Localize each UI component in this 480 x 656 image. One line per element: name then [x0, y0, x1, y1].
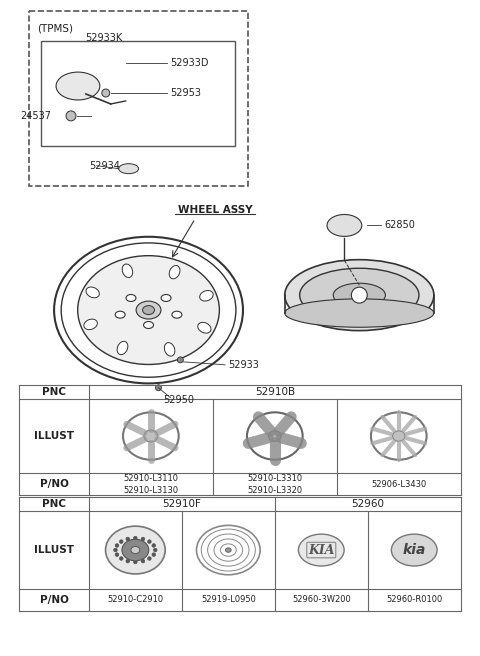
Circle shape	[115, 544, 119, 547]
Text: 52906-L3430: 52906-L3430	[371, 480, 426, 489]
Text: 52910-L3110
52910-L3130: 52910-L3110 52910-L3130	[123, 474, 179, 495]
Circle shape	[102, 89, 110, 97]
Circle shape	[141, 560, 145, 563]
Circle shape	[120, 557, 123, 560]
Circle shape	[351, 287, 367, 303]
Ellipse shape	[144, 321, 154, 329]
Circle shape	[148, 540, 151, 543]
Ellipse shape	[300, 268, 419, 322]
Ellipse shape	[126, 295, 136, 302]
Ellipse shape	[56, 72, 100, 100]
Text: PNC: PNC	[42, 499, 66, 509]
Circle shape	[114, 548, 117, 552]
Circle shape	[66, 111, 76, 121]
Circle shape	[154, 548, 157, 552]
Text: 24537: 24537	[20, 111, 51, 121]
Ellipse shape	[117, 341, 128, 355]
Ellipse shape	[106, 526, 165, 574]
Ellipse shape	[393, 431, 405, 441]
Text: 52960-3W200: 52960-3W200	[292, 596, 351, 604]
Circle shape	[115, 553, 119, 556]
Text: P/NO: P/NO	[40, 595, 69, 605]
Text: 52910-C2910: 52910-C2910	[108, 596, 163, 604]
Ellipse shape	[285, 299, 434, 327]
Text: 52910B: 52910B	[255, 387, 295, 397]
Ellipse shape	[115, 311, 125, 318]
Ellipse shape	[136, 301, 161, 319]
Text: KIA: KIA	[308, 544, 335, 556]
Ellipse shape	[119, 164, 139, 174]
Text: 52919-L0950: 52919-L0950	[201, 596, 256, 604]
Text: 52934: 52934	[89, 161, 120, 171]
Ellipse shape	[131, 546, 140, 554]
Ellipse shape	[161, 295, 171, 302]
Ellipse shape	[268, 431, 281, 441]
Ellipse shape	[169, 266, 180, 279]
Text: ILLUST: ILLUST	[34, 431, 74, 441]
Text: 52933D: 52933D	[170, 58, 209, 68]
Text: 62850: 62850	[384, 220, 415, 230]
Circle shape	[126, 560, 130, 563]
Text: 52960-R0100: 52960-R0100	[386, 596, 443, 604]
Text: PNC: PNC	[42, 387, 66, 397]
Text: 52933: 52933	[228, 360, 259, 370]
Text: 52960: 52960	[351, 499, 384, 509]
Ellipse shape	[78, 256, 219, 365]
Ellipse shape	[200, 291, 213, 301]
Ellipse shape	[122, 264, 132, 277]
Circle shape	[133, 560, 137, 564]
Text: P/NO: P/NO	[40, 480, 69, 489]
Circle shape	[133, 537, 137, 540]
Ellipse shape	[327, 215, 362, 236]
Text: kia: kia	[403, 543, 426, 557]
Ellipse shape	[391, 534, 437, 566]
Ellipse shape	[84, 319, 97, 329]
Ellipse shape	[285, 260, 434, 331]
Ellipse shape	[86, 287, 99, 298]
Text: ILLUST: ILLUST	[34, 545, 74, 555]
Circle shape	[156, 385, 161, 391]
Ellipse shape	[198, 322, 211, 333]
Ellipse shape	[299, 534, 344, 566]
Ellipse shape	[144, 430, 158, 442]
Ellipse shape	[333, 283, 385, 307]
Circle shape	[141, 537, 145, 541]
Text: 52953: 52953	[170, 88, 202, 98]
Text: WHEEL ASSY: WHEEL ASSY	[178, 205, 252, 216]
Circle shape	[152, 544, 156, 547]
Ellipse shape	[122, 539, 149, 561]
Circle shape	[152, 553, 156, 556]
Text: 52910-L3310
52910-L3320: 52910-L3310 52910-L3320	[247, 474, 302, 495]
Circle shape	[126, 537, 130, 541]
Text: 52950: 52950	[163, 395, 194, 405]
Ellipse shape	[172, 311, 182, 318]
Circle shape	[120, 540, 123, 543]
Text: (TPMS): (TPMS)	[37, 24, 73, 33]
Circle shape	[148, 557, 151, 560]
Text: 52910F: 52910F	[162, 499, 201, 509]
Circle shape	[178, 357, 183, 363]
Text: 52933K: 52933K	[85, 33, 122, 43]
Ellipse shape	[226, 548, 231, 552]
Ellipse shape	[143, 306, 155, 315]
Ellipse shape	[164, 342, 175, 356]
